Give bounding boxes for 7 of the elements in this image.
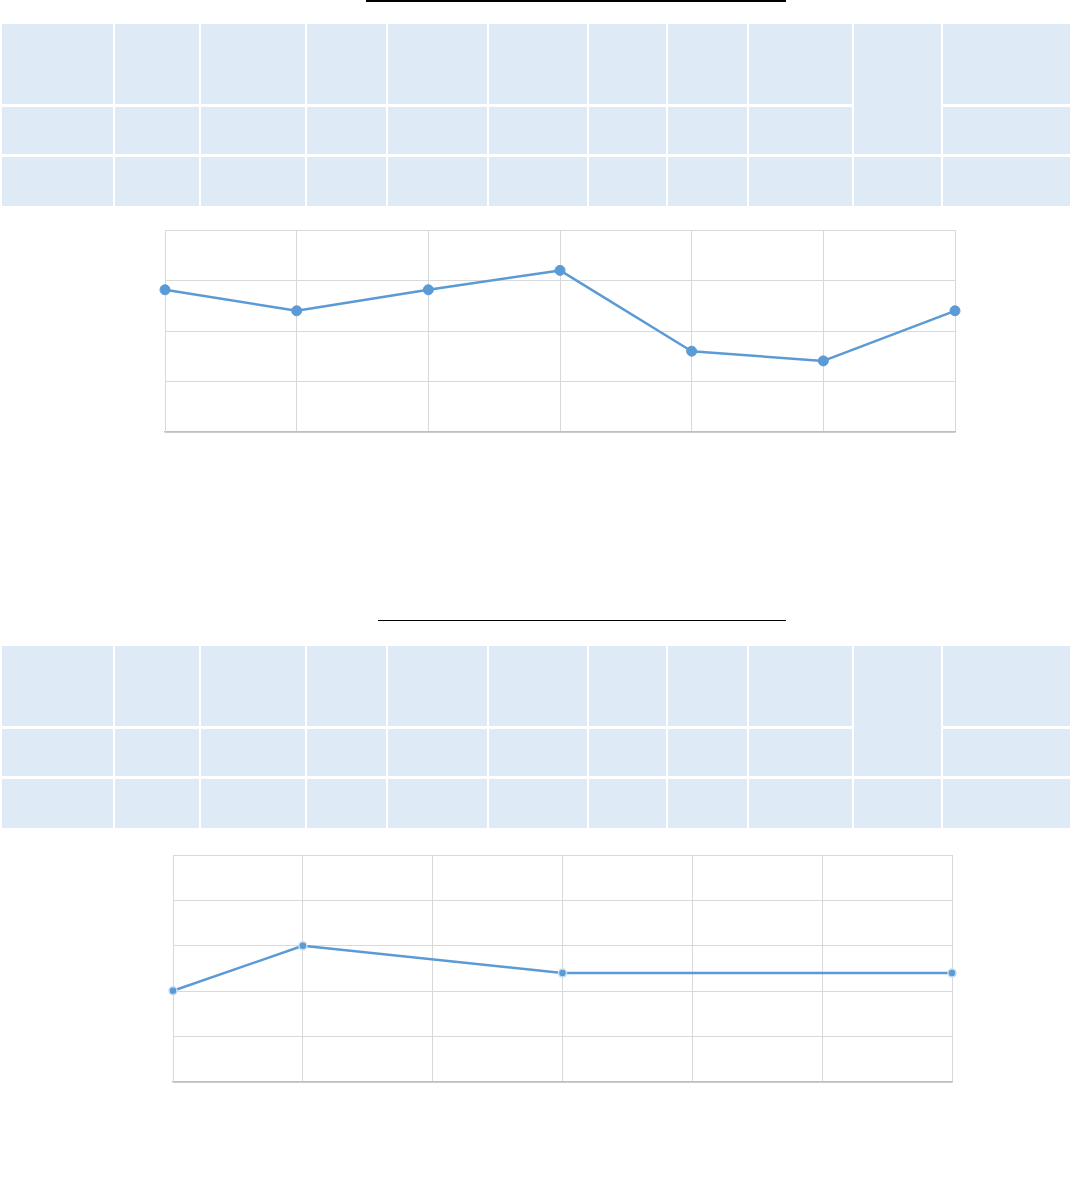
point bbox=[159, 284, 171, 296]
point bbox=[291, 305, 303, 317]
point bbox=[686, 345, 698, 357]
point bbox=[817, 355, 829, 367]
point bbox=[949, 305, 961, 317]
point bbox=[554, 264, 566, 276]
point bbox=[422, 284, 434, 296]
